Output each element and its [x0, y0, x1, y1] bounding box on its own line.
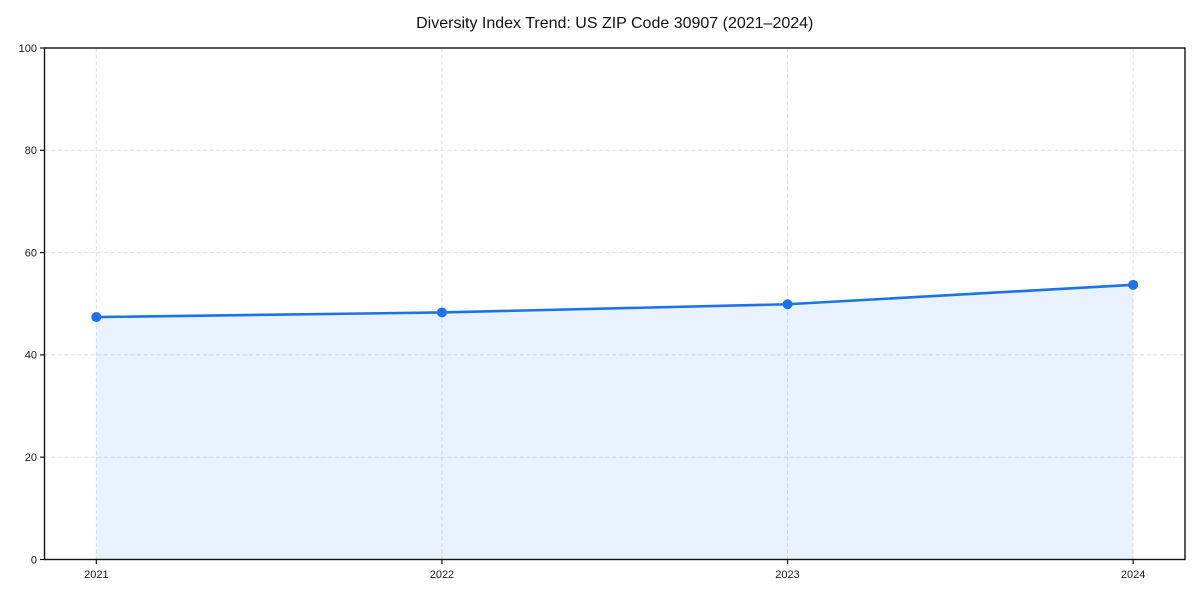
- y-tick-label: 40: [25, 350, 37, 362]
- data-point: [436, 307, 447, 318]
- y-tick-label: 0: [31, 554, 37, 566]
- plot-border: [43, 47, 1186, 561]
- x-tick-label: 2023: [775, 569, 799, 581]
- y-tick-label: 60: [25, 247, 37, 259]
- y-tick-label: 20: [25, 452, 37, 464]
- y-tick-label: 100: [19, 43, 37, 55]
- plot-area: 0 20 40 60 80 100 2021 2022 2023 2024: [19, 43, 1186, 581]
- x-tick-label: 2022: [430, 569, 454, 581]
- data-point: [91, 312, 102, 323]
- x-tick-label: 2021: [84, 569, 108, 581]
- data-point: [782, 299, 793, 310]
- y-tick-label: 80: [25, 145, 37, 157]
- trend-line: [95, 283, 1135, 319]
- x-tick-label: 2024: [1121, 569, 1145, 581]
- area-fill: [96, 284, 1134, 560]
- data-point: [1128, 279, 1139, 290]
- chart-title: Diversity Index Trend: US ZIP Code 30907…: [416, 15, 813, 32]
